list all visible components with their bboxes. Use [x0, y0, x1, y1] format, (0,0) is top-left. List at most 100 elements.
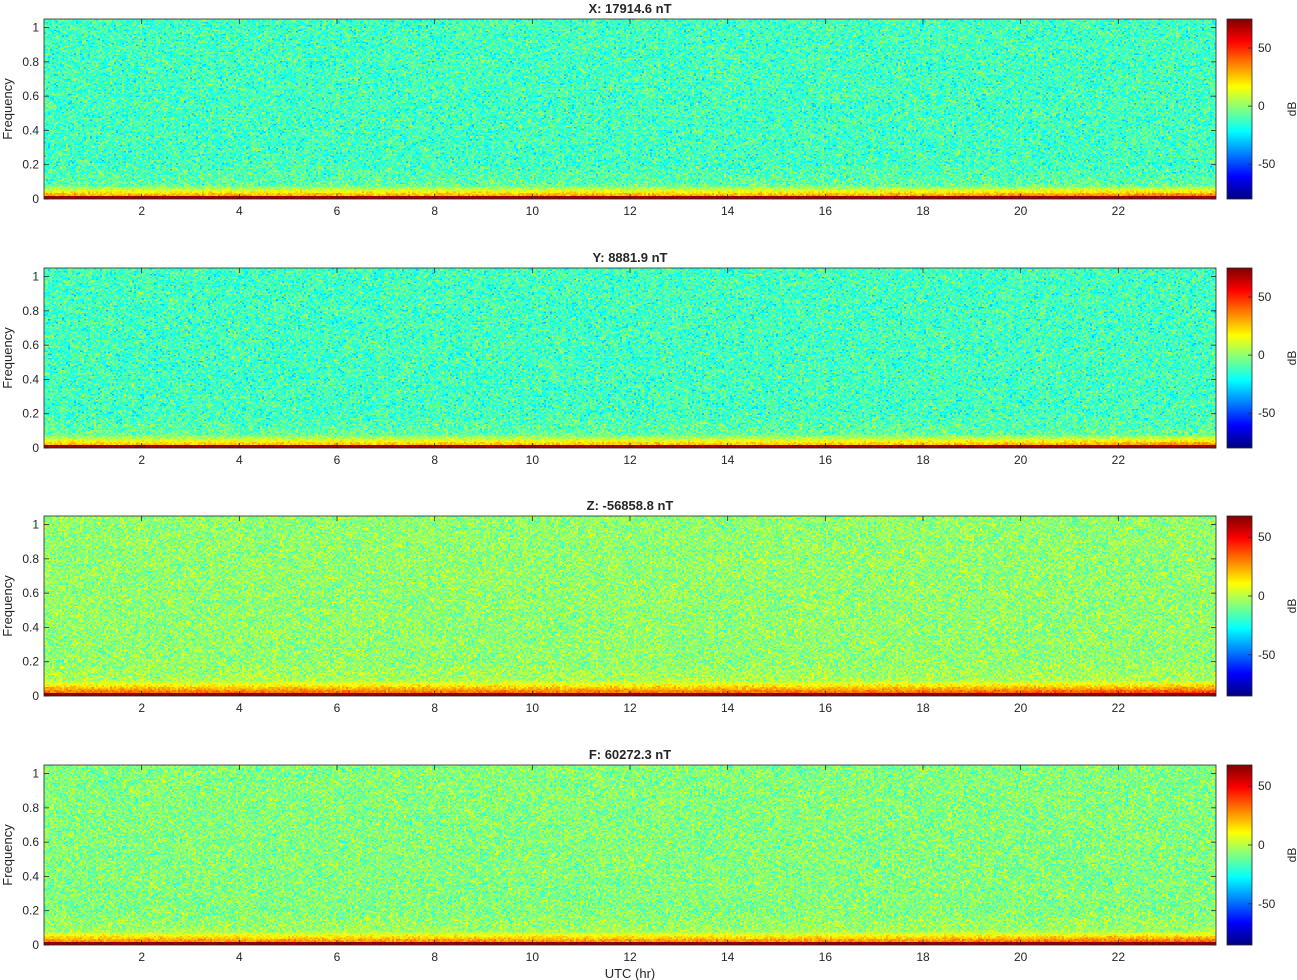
- y-axis-label: Frequency: [0, 327, 15, 389]
- y-tick-label: 0.8: [22, 801, 39, 815]
- x-tick-label: 20: [1014, 453, 1028, 467]
- colorbar: [1226, 267, 1253, 449]
- spectrogram-image: [44, 765, 1216, 945]
- x-tick-label: 12: [623, 701, 637, 715]
- x-tick-label: 10: [526, 453, 540, 467]
- x-tick-label: 2: [138, 701, 145, 715]
- subplot-title: F: 60272.3 nT: [589, 747, 671, 762]
- x-tick-label: 12: [623, 204, 637, 218]
- colorbar-tick-label: 50: [1258, 530, 1272, 544]
- x-tick-label: 2: [138, 204, 145, 218]
- y-tick-label: 0: [32, 938, 39, 952]
- colorbar-tick-label: 0: [1258, 589, 1265, 603]
- x-tick-label: 4: [236, 701, 243, 715]
- x-tick-label: 16: [819, 701, 833, 715]
- x-tick-label: 10: [526, 950, 540, 964]
- y-tick-label: 0.2: [22, 655, 39, 669]
- colorbar-label: dB: [1285, 599, 1297, 614]
- x-tick-label: 6: [334, 453, 341, 467]
- x-tick-label: 2: [138, 453, 145, 467]
- x-tick-label: 4: [236, 950, 243, 964]
- colorbar-label: dB: [1285, 351, 1297, 366]
- y-tick-label: 0.4: [22, 123, 39, 137]
- x-tick-label: 16: [819, 950, 833, 964]
- x-tick-label: 22: [1112, 950, 1126, 964]
- x-tick-label: 20: [1014, 950, 1028, 964]
- colorbar-tick-label: -50: [1258, 648, 1276, 662]
- subplot-title: Z: -56858.8 nT: [587, 498, 674, 513]
- subplot-2: 2 4 6 8 10 12 14 16 18 20 22 0 0.2 0.4 0.6 0.8 1 Y: 8881.…: [0, 250, 1297, 467]
- x-tick-label: 8: [431, 701, 438, 715]
- subplot-1: 2 4 6 8 10 12 14 16 18 20 22 0 0.2 0.4 0.6 0.8 1 X: 17914…: [0, 1, 1297, 218]
- colorbar-tick-label: 50: [1258, 779, 1272, 793]
- y-tick-label: 0.8: [22, 552, 39, 566]
- x-tick-label: 12: [623, 950, 637, 964]
- y-axis-label: Frequency: [0, 78, 15, 140]
- y-axis-label: Frequency: [0, 575, 15, 637]
- y-axis-label: Frequency: [0, 824, 15, 886]
- y-tick-label: 0.2: [22, 158, 39, 172]
- x-tick-label: 6: [334, 701, 341, 715]
- y-tick-label: 1: [32, 518, 39, 532]
- y-tick-label: 0: [32, 192, 39, 206]
- spectrogram-image: [44, 268, 1216, 448]
- y-tick-label: 0.6: [22, 835, 39, 849]
- x-tick-label: 16: [819, 204, 833, 218]
- colorbar-tick-label: 50: [1258, 290, 1272, 304]
- x-tick-label: 6: [334, 950, 341, 964]
- colorbar-label: dB: [1285, 102, 1297, 117]
- x-tick-label: 14: [721, 453, 735, 467]
- y-tick-label: 0.6: [22, 338, 39, 352]
- colorbar-tick-label: 50: [1258, 41, 1272, 55]
- subplot-title: Y: 8881.9 nT: [593, 250, 668, 265]
- y-tick-label: 0: [32, 441, 39, 455]
- y-tick-label: 0: [32, 689, 39, 703]
- colorbar-tick-label: -50: [1258, 157, 1276, 171]
- colorbar-label: dB: [1285, 848, 1297, 863]
- y-tick-label: 0.8: [22, 304, 39, 318]
- x-tick-label: 14: [721, 701, 735, 715]
- x-tick-label: 22: [1112, 701, 1126, 715]
- y-tick-label: 0.6: [22, 89, 39, 103]
- spectrogram-image: [44, 516, 1216, 696]
- colorbar: [1226, 515, 1253, 697]
- y-tick-label: 1: [32, 270, 39, 284]
- x-tick-label: 4: [236, 204, 243, 218]
- x-tick-label: 10: [526, 701, 540, 715]
- y-tick-label: 0.2: [22, 904, 39, 918]
- x-tick-label: 16: [819, 453, 833, 467]
- x-tick-label: 20: [1014, 701, 1028, 715]
- colorbar: [1226, 764, 1253, 946]
- colorbar-tick-label: 0: [1258, 348, 1265, 362]
- x-tick-label: 14: [721, 950, 735, 964]
- y-tick-label: 0.6: [22, 586, 39, 600]
- x-tick-label: 18: [916, 453, 930, 467]
- y-tick-label: 1: [32, 767, 39, 781]
- x-tick-label: 22: [1112, 453, 1126, 467]
- colorbar-tick-label: -50: [1258, 897, 1276, 911]
- x-tick-label: 2: [138, 950, 145, 964]
- x-tick-label: 20: [1014, 204, 1028, 218]
- y-tick-label: 1: [32, 21, 39, 35]
- subplot-title: X: 17914.6 nT: [588, 1, 671, 16]
- x-tick-label: 18: [916, 701, 930, 715]
- x-tick-label: 22: [1112, 204, 1126, 218]
- x-tick-label: 10: [526, 204, 540, 218]
- x-tick-label: 4: [236, 453, 243, 467]
- colorbar-tick-label: 0: [1258, 838, 1265, 852]
- x-tick-label: 8: [431, 204, 438, 218]
- x-tick-label: 18: [916, 950, 930, 964]
- x-tick-label: 8: [431, 950, 438, 964]
- x-tick-label: 6: [334, 204, 341, 218]
- x-axis-label: UTC (hr): [605, 966, 656, 980]
- subplot-3: 2 4 6 8 10 12 14 16 18 20 22 0 0.2 0.4 0.6 0.8 1 Z: -5685…: [0, 498, 1297, 715]
- x-tick-label: 8: [431, 453, 438, 467]
- x-tick-label: 12: [623, 453, 637, 467]
- colorbar-tick-label: -50: [1258, 406, 1276, 420]
- y-tick-label: 0.4: [22, 620, 39, 634]
- x-tick-label: 18: [916, 204, 930, 218]
- subplot-4: 2 4 6 8 10 12 14 16 18 20 22 0 0.2 0.4 0.6 0.8 1 F: 60272…: [0, 747, 1297, 980]
- y-tick-label: 0.8: [22, 55, 39, 69]
